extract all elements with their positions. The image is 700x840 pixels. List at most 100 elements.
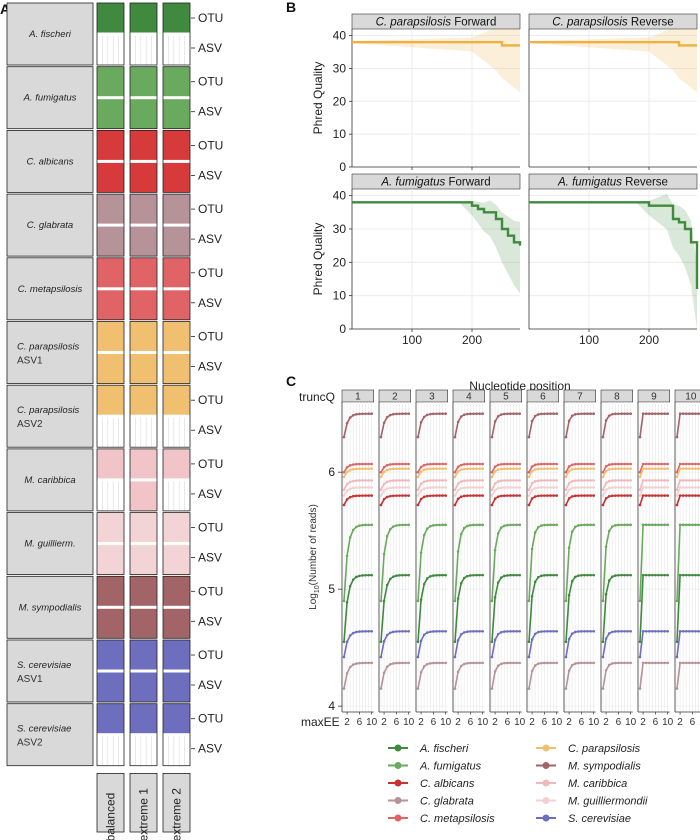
- reads-point: [401, 523, 404, 527]
- reads-point: [382, 552, 386, 556]
- phred-facet: A. fumigatus Forward 100 200: [351, 173, 522, 347]
- reads-point: [462, 494, 466, 498]
- reads-point: [512, 462, 515, 466]
- reads-point: [345, 640, 349, 644]
- reads-point: [527, 687, 531, 690]
- reads-point: [395, 630, 398, 633]
- reads-point: [469, 494, 472, 497]
- reads-point: [493, 465, 497, 469]
- otu-label: OTU: [198, 712, 223, 726]
- reads-point: [657, 629, 660, 633]
- reads-point: [459, 463, 463, 467]
- species-label: A. fumigatus: [23, 93, 77, 104]
- reads-point: [496, 414, 500, 418]
- reads-point: [512, 523, 515, 527]
- reads-point: [586, 412, 589, 416]
- reads-point: [438, 630, 441, 633]
- x-tick-label: 10: [588, 717, 600, 728]
- reads-point: [429, 412, 432, 416]
- reads-point: [546, 494, 549, 497]
- reads-point: [515, 412, 518, 416]
- reads-point: [691, 412, 694, 415]
- y-tick-label: 0: [339, 322, 346, 336]
- x-tick-label: 10: [625, 717, 637, 728]
- reads-point: [518, 486, 521, 489]
- reads-point: [392, 575, 395, 578]
- reads-point: [493, 482, 497, 485]
- reads-line: [454, 524, 483, 601]
- facet-strip: [378, 389, 412, 403]
- reads-point: [657, 479, 660, 482]
- asv-cell: [130, 608, 157, 639]
- reads-point: [577, 524, 580, 527]
- reads-point: [583, 467, 586, 470]
- reads-point: [644, 494, 648, 497]
- reads-point: [620, 494, 623, 497]
- reads-point: [601, 640, 605, 644]
- reads-point: [401, 412, 404, 416]
- reads-point: [527, 470, 531, 474]
- species-row: C. metapsilosis OTU ASV: [6, 257, 223, 321]
- species-row: M. caribbica OTU ASV: [6, 448, 223, 512]
- reads-point: [361, 494, 364, 497]
- reads-point: [355, 494, 358, 498]
- reads-point: [688, 486, 691, 489]
- facet-strip: [351, 13, 521, 30]
- y-tick-label: 40: [333, 29, 347, 43]
- reads-point: [527, 503, 531, 507]
- reads-point: [441, 494, 444, 497]
- reads-point: [358, 486, 361, 489]
- asv-cell: [130, 545, 157, 575]
- reads-point: [604, 465, 608, 468]
- reads-line: [565, 467, 594, 478]
- reads-point: [527, 655, 531, 659]
- reads-line: [380, 574, 409, 642]
- quality-band: [529, 193, 697, 329]
- reads-point: [647, 479, 651, 482]
- reads-point: [666, 661, 669, 665]
- x-tick-label: 10: [440, 717, 452, 728]
- reads-point: [416, 640, 420, 644]
- reads-point: [401, 486, 404, 489]
- reads-point: [570, 530, 574, 534]
- reads-point: [660, 467, 663, 470]
- y-tick-label: 20: [333, 94, 347, 108]
- y-tick-label: 5: [328, 582, 335, 596]
- reads-point: [379, 655, 383, 659]
- reads-point: [441, 629, 444, 633]
- reads-line: [417, 630, 446, 658]
- truncq-facet: 62 6 10: [526, 389, 563, 728]
- reads-point: [607, 529, 611, 533]
- reads-point: [675, 435, 679, 439]
- reads-point: [444, 467, 448, 470]
- y-axis-title: Phred Quality: [311, 62, 325, 135]
- asv-cell: [163, 545, 190, 575]
- reads-point: [620, 479, 623, 482]
- reads-point: [429, 462, 432, 466]
- reads-point: [441, 661, 444, 665]
- reads-point: [456, 482, 460, 485]
- reads-point: [416, 435, 420, 439]
- reads-point: [364, 494, 367, 497]
- reads-point: [629, 486, 632, 489]
- reads-point: [358, 412, 361, 416]
- reads-point: [555, 661, 558, 665]
- reads-point: [678, 412, 682, 415]
- reads-point: [478, 486, 481, 489]
- reads-point: [478, 412, 481, 416]
- reads-point: [564, 599, 568, 603]
- otu-cell: [130, 257, 157, 288]
- species-label-box: [6, 193, 94, 257]
- reads-point: [607, 486, 611, 490]
- reads-point: [592, 573, 595, 577]
- reads-point: [570, 579, 574, 583]
- cell-frame: [162, 129, 191, 193]
- reads-point: [370, 494, 374, 497]
- reads-point: [388, 413, 392, 417]
- reads-point: [620, 467, 623, 470]
- reads-point: [496, 664, 500, 668]
- reads-point: [552, 412, 555, 416]
- reads-point: [654, 486, 657, 489]
- reads-point: [499, 630, 503, 634]
- reads-point: [604, 668, 608, 672]
